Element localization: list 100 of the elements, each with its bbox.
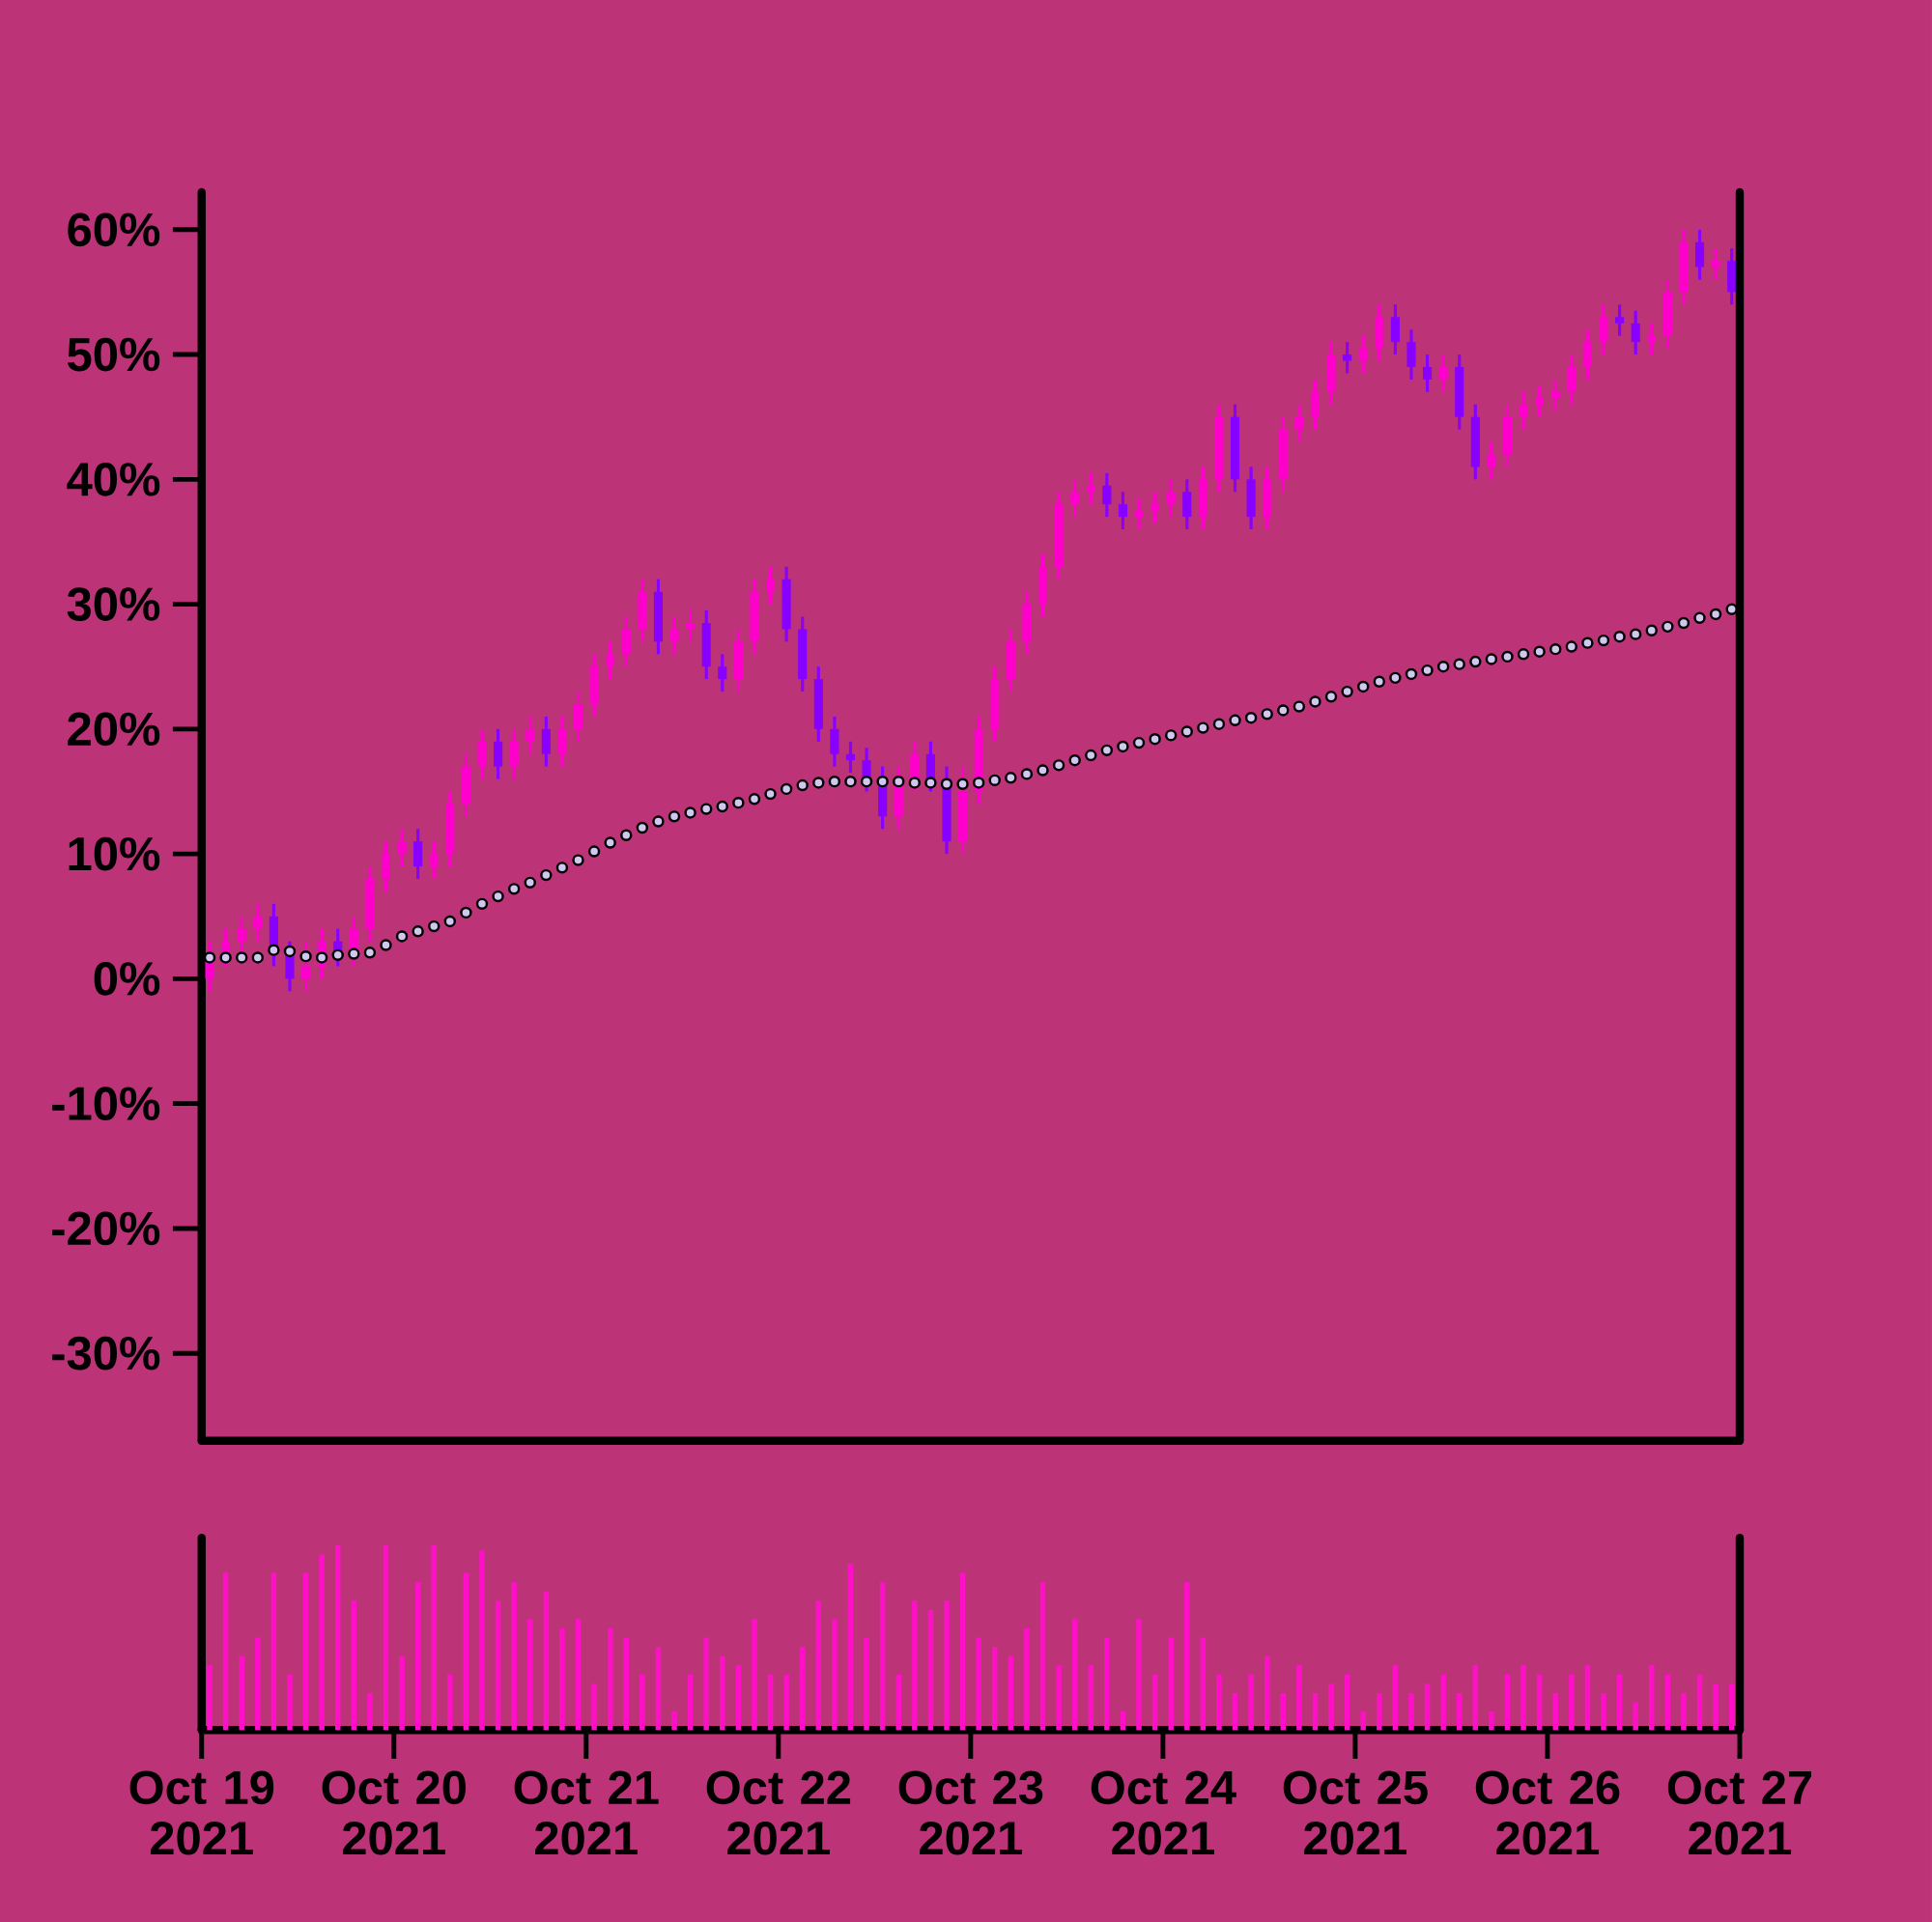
bar <box>687 1674 694 1731</box>
candlestick <box>1647 323 1657 354</box>
candlestick <box>1615 304 1625 336</box>
bar <box>639 1674 645 1731</box>
bar <box>959 1572 966 1731</box>
bar <box>879 1582 886 1731</box>
bar <box>895 1674 901 1731</box>
bar <box>623 1637 629 1731</box>
bar <box>559 1627 565 1731</box>
candlestick <box>1519 391 1528 430</box>
bar <box>1489 1710 1494 1731</box>
bar <box>1696 1674 1703 1731</box>
bar <box>383 1544 389 1731</box>
candlestick <box>429 841 439 879</box>
candlestick <box>1166 479 1176 519</box>
bar <box>527 1619 533 1731</box>
y-tick-label: 10% <box>69 836 160 871</box>
candlestick <box>718 654 727 693</box>
bar <box>1633 1702 1638 1731</box>
y-tick-label: -20% <box>52 1211 160 1246</box>
candlestick <box>1118 492 1127 529</box>
bar <box>1136 1619 1142 1731</box>
bar <box>703 1637 709 1731</box>
bar <box>927 1609 934 1731</box>
candlestick <box>1151 492 1160 523</box>
bar <box>302 1572 309 1731</box>
bar <box>1344 1674 1350 1731</box>
bar <box>720 1655 725 1731</box>
bar <box>799 1647 806 1731</box>
bar <box>334 1544 341 1731</box>
bar <box>1296 1665 1302 1731</box>
bar <box>543 1591 550 1731</box>
bar <box>239 1655 244 1731</box>
x-tick-label: Oct 20 2021 <box>322 1770 466 1855</box>
bar <box>1071 1619 1078 1731</box>
candlestick <box>1631 310 1640 356</box>
y-tick-label: 20% <box>68 712 160 747</box>
y-tick-label: -30% <box>52 1336 160 1371</box>
x-tick-label: Oct 25 2021 <box>1283 1770 1428 1855</box>
bar <box>655 1647 662 1731</box>
bar <box>1424 1683 1431 1731</box>
bar <box>1536 1674 1543 1731</box>
bar <box>479 1550 485 1731</box>
x-tick-label: Oct 24 2021 <box>1091 1770 1236 1855</box>
bar <box>1264 1655 1270 1731</box>
bar <box>1088 1665 1094 1731</box>
bar <box>1440 1674 1446 1731</box>
bar <box>864 1637 869 1731</box>
bar <box>1280 1692 1287 1731</box>
candlestick <box>1102 472 1112 519</box>
candlestick <box>845 741 856 775</box>
bar <box>1649 1665 1655 1731</box>
candlestick <box>1343 342 1352 374</box>
bar <box>1681 1692 1687 1731</box>
y-tick-label: -10% <box>52 1087 160 1120</box>
candlestick <box>1438 353 1448 392</box>
bar <box>832 1619 838 1731</box>
candlestick <box>1487 441 1496 481</box>
candlestick <box>1070 479 1080 519</box>
candlestick <box>526 716 535 754</box>
bar <box>1713 1683 1719 1731</box>
bar <box>944 1600 950 1731</box>
bar <box>607 1627 613 1731</box>
y-tick-label: 60% <box>68 212 160 247</box>
bar <box>1248 1674 1254 1731</box>
bar <box>847 1563 854 1731</box>
bar <box>1104 1637 1110 1731</box>
candlestick <box>253 903 263 942</box>
bar <box>1312 1692 1319 1731</box>
bar <box>591 1683 597 1731</box>
bar <box>1377 1692 1382 1731</box>
bar <box>1569 1674 1575 1731</box>
bar <box>1601 1692 1606 1731</box>
candlestick <box>397 829 407 868</box>
bar <box>1616 1674 1623 1731</box>
bar <box>1039 1582 1046 1731</box>
y-tick-label: 50% <box>68 337 160 372</box>
bar <box>207 1665 213 1731</box>
candlestick <box>1711 248 1720 280</box>
x-tick-label: Oct 26 2021 <box>1475 1770 1620 1855</box>
bar <box>912 1600 918 1731</box>
bar <box>1024 1627 1030 1731</box>
bar <box>255 1637 261 1731</box>
bar <box>976 1637 981 1731</box>
x-tick-label: Oct 19 2021 <box>129 1770 274 1855</box>
bar <box>1232 1692 1238 1731</box>
y-tick-label: 0% <box>94 961 160 996</box>
bar <box>1328 1683 1334 1731</box>
candlestick <box>1086 472 1095 506</box>
bar <box>1056 1665 1062 1731</box>
bar <box>495 1600 501 1731</box>
bar <box>671 1710 677 1731</box>
bar <box>463 1572 469 1731</box>
candlestick <box>1358 335 1368 374</box>
x-tick-label: Oct 23 2021 <box>898 1770 1043 1855</box>
bar <box>1168 1637 1174 1731</box>
bar <box>1008 1655 1014 1731</box>
x-tick-label: Oct 21 2021 <box>514 1770 659 1855</box>
candlestick <box>686 609 696 642</box>
bar <box>1584 1665 1591 1731</box>
